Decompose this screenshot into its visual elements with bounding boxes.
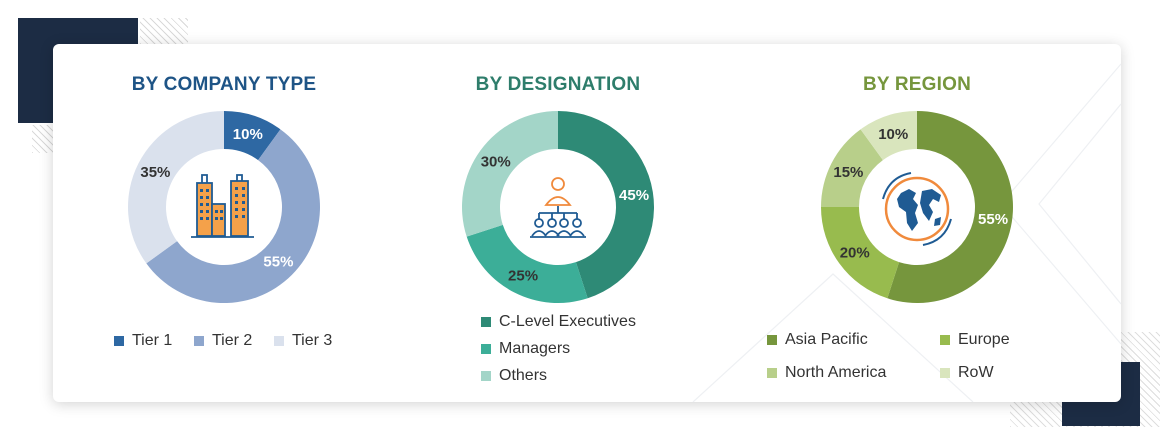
org-hierarchy-icon (530, 177, 586, 238)
data-label-c-level-executives: 45% (619, 187, 649, 204)
legend-label: Asia Pacific (785, 331, 868, 348)
data-label-north-america: 15% (833, 164, 863, 181)
data-label-tier-3: 35% (140, 164, 170, 181)
data-label-asia-pacific: 55% (978, 211, 1008, 228)
legend-swatch (767, 335, 777, 345)
legend-swatch (481, 344, 491, 354)
slice-north-america (821, 129, 883, 207)
legend-label: RoW (958, 364, 994, 381)
legend-item-managers: Managers (481, 340, 570, 358)
data-label-row: 10% (878, 126, 908, 143)
legend-item-tier-3: Tier 3 (274, 332, 332, 350)
legend-item-c-level-executives: C-Level Executives (481, 313, 636, 331)
slice-managers (466, 224, 588, 303)
legend-swatch (767, 368, 777, 378)
legend-label: Tier 1 (132, 332, 173, 349)
legend-swatch (940, 335, 950, 345)
slice-europe (821, 207, 900, 299)
decor-hatch-left (32, 125, 54, 153)
legend-item-europe: Europe (940, 331, 1010, 349)
slice-tier-1 (224, 111, 281, 161)
legend-item-others: Others (481, 367, 547, 385)
slice-tier-2 (146, 129, 320, 303)
donut-designation: 45% 25% 30% (462, 111, 654, 303)
donut-region: 55% 20% 15% 10% (821, 111, 1013, 303)
legend-item-row: RoW (940, 364, 994, 382)
legend-swatch (274, 336, 284, 346)
legend-item-asia-pacific: Asia Pacific (767, 331, 868, 349)
legend-swatch (940, 368, 950, 378)
chart-title-company-type: BY COMPANY TYPE (131, 74, 317, 95)
legend-swatch (114, 336, 124, 346)
slice-tier-3 (127, 111, 224, 264)
data-label-others: 30% (481, 154, 511, 171)
chart-card: BY COMPANY TYPE 10% 55% 35% (53, 44, 1121, 402)
data-label-tier-1: 10% (233, 126, 263, 143)
slice-asia-pacific (887, 111, 1013, 303)
legend-label: Others (499, 367, 548, 384)
legend-label: North America (785, 364, 887, 381)
legend-label: Managers (499, 340, 571, 357)
slice-c-level-executives (558, 111, 654, 299)
buildings-icon (191, 174, 254, 238)
legend-swatch (481, 317, 491, 327)
slice-row (860, 111, 917, 161)
legend-label: Tier 2 (212, 332, 253, 349)
legend-swatch (194, 336, 204, 346)
legend-item-tier-1: Tier 1 (114, 332, 172, 350)
donut-company-type: 10% 55% 35% (127, 111, 320, 303)
legend-label: Tier 3 (292, 332, 333, 349)
slice-others (462, 111, 558, 237)
decor-hatch-top-left (140, 18, 188, 44)
data-label-tier-2: 55% (263, 253, 293, 270)
data-label-managers: 25% (508, 268, 538, 285)
legend-item-north-america: North America (767, 364, 886, 382)
data-label-europe: 20% (840, 244, 870, 261)
legend-item-tier-2: Tier 2 (194, 332, 252, 350)
chart-title-designation: BY DESIGNATION (475, 74, 641, 95)
legend-swatch (481, 371, 491, 381)
globe-icon (882, 172, 952, 246)
legend-label: C-Level Executives (499, 313, 636, 330)
chart-title-region: BY REGION (862, 74, 972, 95)
legend-label: Europe (958, 331, 1010, 348)
